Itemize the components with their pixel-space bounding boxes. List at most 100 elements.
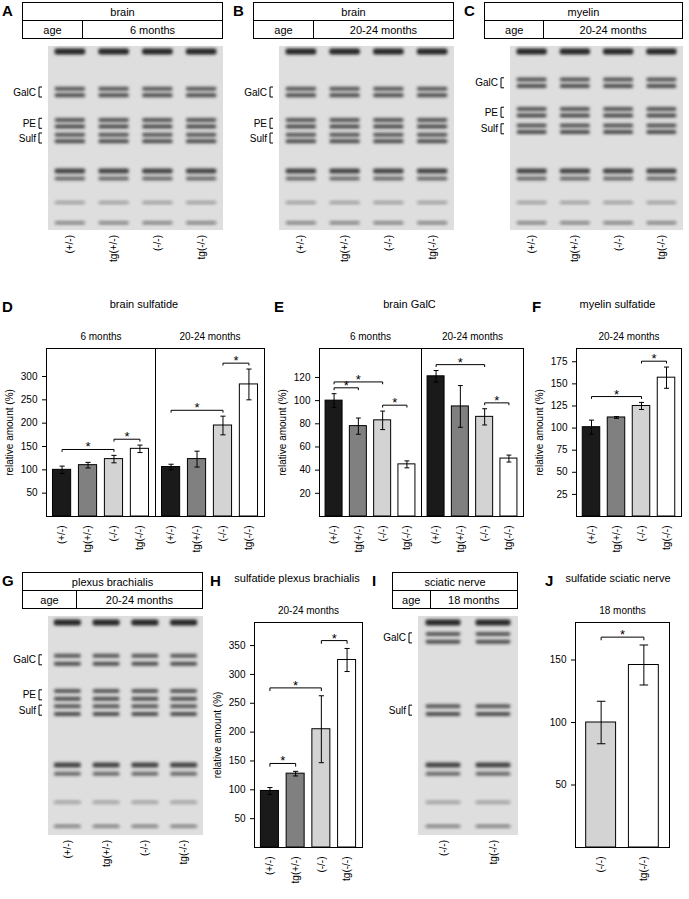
- svg-text:100: 100: [21, 464, 38, 475]
- svg-text:80: 80: [299, 418, 311, 429]
- svg-text:150: 150: [229, 755, 246, 766]
- svg-text:(-/-): (-/-): [438, 840, 449, 856]
- svg-text:250: 250: [229, 697, 246, 708]
- svg-text:(-/-): (-/-): [377, 526, 388, 542]
- svg-text:*: *: [280, 753, 285, 768]
- svg-text:tg(-/-): tg(-/-): [196, 235, 207, 259]
- svg-text:150: 150: [551, 378, 568, 389]
- svg-text:300: 300: [229, 669, 246, 680]
- svg-text:*: *: [614, 387, 619, 402]
- svg-text:(+/-): (+/-): [165, 526, 176, 545]
- svg-text:tg(-/-): tg(-/-): [178, 840, 189, 864]
- svg-text:*: *: [194, 400, 199, 415]
- svg-text:Sulf: Sulf: [389, 705, 406, 716]
- svg-text:(-/-): (-/-): [152, 235, 163, 251]
- svg-text:(+/-): (+/-): [62, 840, 73, 859]
- svg-text:20-24 months: 20-24 months: [278, 605, 339, 616]
- svg-text:relative amount (%): relative amount (%): [212, 692, 223, 779]
- svg-text:350: 350: [229, 640, 246, 651]
- svg-text:*: *: [233, 353, 238, 368]
- svg-text:60: 60: [299, 441, 311, 452]
- svg-text:200: 200: [21, 417, 38, 428]
- svg-text:(-/-): (-/-): [108, 526, 119, 542]
- svg-text:(-/-): (-/-): [613, 235, 624, 251]
- svg-text:tg(-/-): tg(-/-): [638, 857, 649, 881]
- svg-text:tg(-/-): tg(-/-): [503, 526, 514, 550]
- svg-text:tg(-/-): tg(-/-): [427, 235, 438, 259]
- svg-text:tg(-/-): tg(-/-): [134, 526, 145, 550]
- svg-text:relative amount (%): relative amount (%): [4, 389, 15, 476]
- svg-text:125: 125: [551, 400, 568, 411]
- svg-text:relative amount (%): relative amount (%): [277, 389, 288, 476]
- svg-text:(-/-): (-/-): [479, 526, 490, 542]
- svg-text:100: 100: [229, 784, 246, 795]
- svg-text:GalC: GalC: [383, 632, 406, 643]
- svg-text:(-/-): (-/-): [139, 840, 150, 856]
- svg-text:50: 50: [555, 779, 567, 790]
- svg-text:relative amount (%): relative amount (%): [534, 389, 545, 476]
- svg-text:(-/-): (-/-): [636, 526, 647, 542]
- svg-text:GalC: GalC: [475, 77, 498, 88]
- svg-text:*: *: [85, 439, 90, 454]
- svg-text:50: 50: [26, 487, 38, 498]
- svg-text:100: 100: [551, 422, 568, 433]
- svg-text:(+/-): (+/-): [430, 526, 441, 545]
- svg-text:tg(+/-): tg(+/-): [611, 526, 622, 553]
- svg-text:*: *: [392, 395, 397, 410]
- svg-text:*: *: [124, 429, 129, 444]
- svg-text:(-/-): (-/-): [316, 857, 327, 873]
- svg-text:tg(+/-): tg(+/-): [455, 526, 466, 553]
- svg-text:(+/-): (+/-): [295, 235, 306, 254]
- svg-text:200: 200: [229, 726, 246, 737]
- svg-text:300: 300: [21, 371, 38, 382]
- svg-text:120: 120: [294, 372, 311, 383]
- svg-text:20: 20: [299, 488, 311, 499]
- svg-text:tg(-/-): tg(-/-): [341, 857, 352, 881]
- svg-text:GalC: GalC: [244, 87, 267, 98]
- svg-text:tg(-/-): tg(-/-): [401, 526, 412, 550]
- svg-text:150: 150: [21, 441, 38, 452]
- svg-text:100: 100: [550, 717, 567, 728]
- svg-text:150: 150: [550, 654, 567, 665]
- svg-text:(-/-): (-/-): [595, 857, 606, 873]
- svg-text:(+/-): (+/-): [526, 235, 537, 254]
- svg-text:20-24 months: 20-24 months: [179, 331, 240, 342]
- svg-text:GalC: GalC: [13, 654, 36, 665]
- svg-text:tg(+/-): tg(+/-): [353, 526, 364, 553]
- svg-text:(+/-): (+/-): [64, 235, 75, 254]
- svg-text:(-/-): (-/-): [383, 235, 394, 251]
- svg-text:175: 175: [551, 356, 568, 367]
- svg-text:tg(+/-): tg(+/-): [569, 235, 580, 262]
- svg-text:25: 25: [556, 489, 568, 500]
- svg-text:GalC: GalC: [13, 87, 36, 98]
- svg-text:PE: PE: [23, 689, 37, 700]
- svg-text:(+/-): (+/-): [264, 857, 275, 876]
- svg-text:100: 100: [294, 395, 311, 406]
- svg-text:PE: PE: [254, 118, 268, 129]
- svg-text:(+/-): (+/-): [328, 526, 339, 545]
- svg-text:tg(+/-): tg(+/-): [101, 840, 112, 867]
- svg-text:tg(-/-): tg(-/-): [488, 840, 499, 864]
- svg-text:tg(+/-): tg(+/-): [108, 235, 119, 262]
- svg-text:75: 75: [556, 444, 568, 455]
- svg-text:20-24 months: 20-24 months: [442, 331, 503, 342]
- svg-text:tg(-/-): tg(-/-): [661, 526, 672, 550]
- svg-text:20-24 months: 20-24 months: [598, 331, 659, 342]
- svg-text:250: 250: [21, 394, 38, 405]
- svg-text:*: *: [620, 627, 625, 642]
- svg-text:(+/-): (+/-): [586, 526, 597, 545]
- svg-text:*: *: [458, 355, 463, 370]
- svg-text:*: *: [356, 372, 361, 387]
- svg-text:tg(+/-): tg(+/-): [339, 235, 350, 262]
- svg-text:tg(+/-): tg(+/-): [191, 526, 202, 553]
- svg-text:40: 40: [299, 464, 311, 475]
- svg-text:*: *: [494, 393, 499, 408]
- svg-text:(-/-): (-/-): [217, 526, 228, 542]
- svg-text:*: *: [293, 678, 298, 693]
- svg-text:PE: PE: [23, 118, 37, 129]
- svg-text:Sulf: Sulf: [19, 133, 36, 144]
- svg-text:Sulf: Sulf: [481, 123, 498, 134]
- svg-text:6 months: 6 months: [80, 331, 121, 342]
- svg-text:Sulf: Sulf: [19, 705, 36, 716]
- svg-text:6 months: 6 months: [350, 331, 391, 342]
